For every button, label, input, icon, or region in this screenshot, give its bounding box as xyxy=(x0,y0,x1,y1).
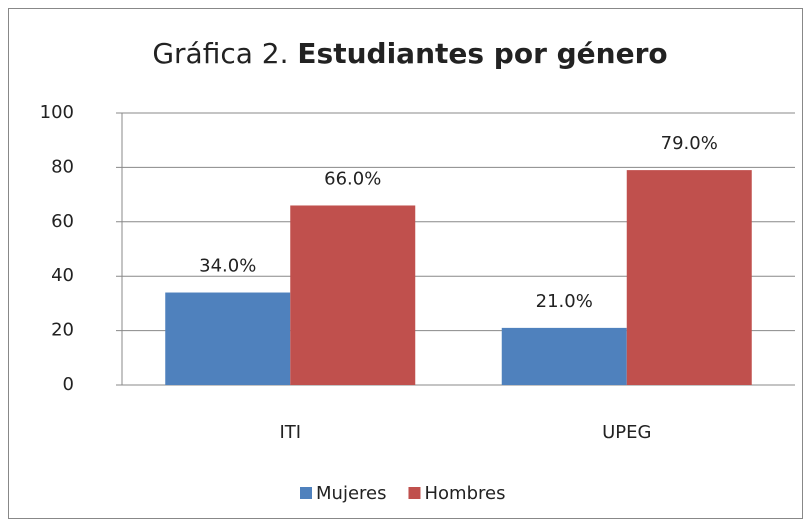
legend-label: Hombres xyxy=(424,483,505,504)
y-tick-label: 80 xyxy=(51,156,74,177)
x-tick-label: ITI xyxy=(279,422,301,443)
bar xyxy=(290,205,416,385)
legend-swatch xyxy=(408,487,421,499)
title-part: Gráfica 2. xyxy=(152,37,288,70)
y-tick-label: 40 xyxy=(51,265,74,286)
x-tick-label: UPEG xyxy=(602,422,651,443)
title-part: Estudiantes por género xyxy=(297,37,667,70)
data-label: 79.0% xyxy=(661,133,718,154)
legend-label: Mujeres xyxy=(316,483,386,504)
y-tick-label: 20 xyxy=(51,320,74,341)
chart-title: Gráfica 2. Estudiantes por género xyxy=(152,37,667,70)
y-tick-label: 0 xyxy=(63,374,74,395)
y-tick-label: 60 xyxy=(51,211,74,232)
bar xyxy=(626,170,752,385)
legend-swatch xyxy=(300,487,312,499)
y-tick-label: 100 xyxy=(40,102,74,123)
data-label: 21.0% xyxy=(536,291,593,312)
data-label: 34.0% xyxy=(199,256,256,277)
bar xyxy=(501,327,627,385)
data-label: 66.0% xyxy=(324,168,381,189)
bar xyxy=(165,292,291,385)
